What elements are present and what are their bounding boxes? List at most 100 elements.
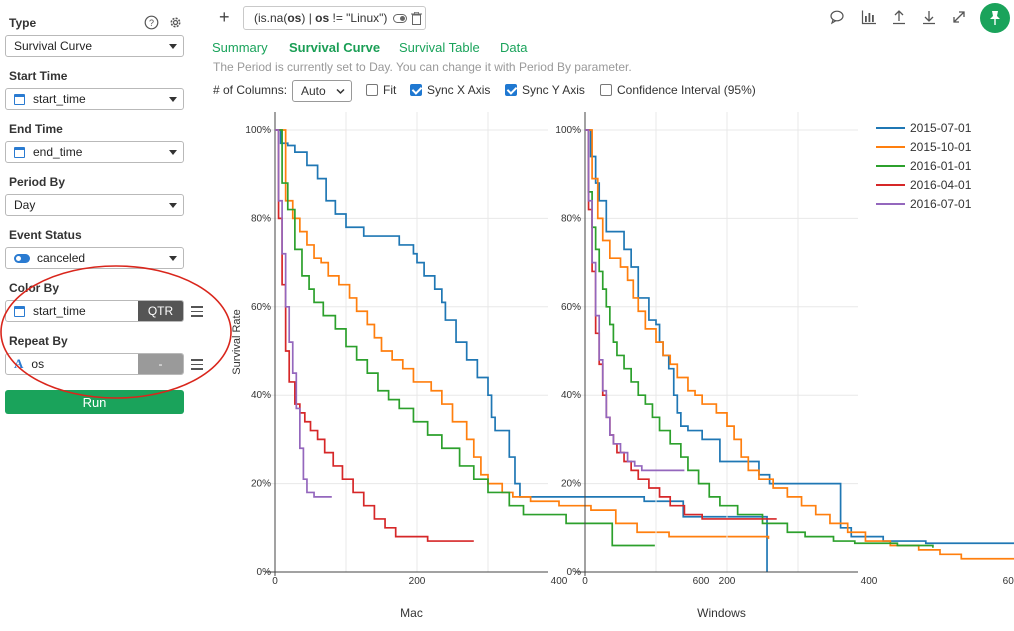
- confidence-interval-checkbox[interactable]: [600, 84, 612, 96]
- gear-icon[interactable]: [168, 15, 183, 30]
- end-time-select[interactable]: end_time: [5, 141, 184, 163]
- series-line: [585, 129, 934, 548]
- legend-label: 2016-04-01: [910, 178, 972, 192]
- sync-x-label: Sync X Axis: [427, 83, 491, 97]
- y-tick-label: 80%: [561, 213, 581, 224]
- columns-label: # of Columns:: [213, 83, 288, 97]
- type-select-value: Survival Curve: [14, 39, 93, 53]
- series-line: [275, 129, 770, 539]
- sync-y-option[interactable]: Sync Y Axis: [505, 83, 585, 97]
- chart-icon[interactable]: [861, 9, 877, 25]
- sync-x-option[interactable]: Sync X Axis: [410, 83, 490, 97]
- fit-checkbox[interactable]: [366, 84, 378, 96]
- x-tick-label: 400: [861, 576, 878, 587]
- confidence-interval-label: Confidence Interval (95%): [617, 83, 756, 97]
- legend-label: 2015-07-01: [910, 121, 972, 135]
- legend-label: 2016-01-01: [910, 159, 972, 173]
- add-filter-icon[interactable]: +: [219, 7, 230, 27]
- y-tick-label: 0%: [567, 567, 582, 578]
- series-line: [585, 129, 685, 472]
- period-by-value: Day: [14, 198, 36, 212]
- tab-survival-table[interactable]: Survival Table: [399, 40, 480, 55]
- legend-label: 2015-10-01: [910, 140, 972, 154]
- sync-y-checkbox[interactable]: [505, 84, 517, 96]
- series-line: [275, 129, 768, 572]
- sync-y-label: Sync Y Axis: [522, 83, 585, 97]
- filter-chip[interactable]: (is.na(os) | os != "Linux"): [243, 6, 426, 30]
- period-by-select[interactable]: Day: [5, 194, 184, 216]
- y-axis-title: Survival Rate: [231, 309, 243, 374]
- chevron-down-icon: [169, 44, 177, 49]
- panel-title: Windows: [697, 606, 746, 620]
- tab-summary[interactable]: Summary: [212, 40, 268, 55]
- period-info-text: The Period is currently set to Day. You …: [213, 60, 632, 74]
- comment-icon[interactable]: [829, 9, 845, 25]
- x-tick-label: 0: [582, 576, 588, 587]
- sidebar: Type ? Survival Curve Start Time start_t…: [0, 0, 232, 631]
- calendar-icon: [14, 93, 25, 105]
- event-status-label: Event Status: [9, 228, 82, 242]
- chevron-down-icon: [336, 88, 345, 95]
- start-time-label: Start Time: [9, 69, 68, 83]
- fit-option[interactable]: Fit: [366, 83, 396, 97]
- type-label: Type: [9, 16, 37, 30]
- x-tick-label: 400: [551, 576, 568, 587]
- chevron-down-icon: [169, 97, 177, 102]
- y-tick-label: 20%: [251, 479, 271, 490]
- series-line: [585, 129, 777, 520]
- help-icon[interactable]: ?: [144, 15, 159, 30]
- sync-x-checkbox[interactable]: [410, 84, 422, 96]
- fit-label: Fit: [383, 83, 397, 97]
- filter-text-suffix: != "Linux"): [329, 11, 388, 25]
- x-tick-label: 600: [1003, 576, 1014, 587]
- series-line: [585, 129, 1014, 545]
- filter-text-mid: ) |: [301, 11, 316, 25]
- expand-icon[interactable]: [951, 9, 967, 25]
- y-tick-label: 60%: [561, 302, 581, 313]
- filter-text-column: os: [315, 11, 330, 25]
- y-tick-label: 60%: [251, 302, 271, 313]
- end-time-label: End Time: [9, 122, 63, 136]
- series-line: [275, 129, 655, 547]
- y-tick-label: 40%: [561, 390, 581, 401]
- event-status-value: canceled: [37, 251, 86, 265]
- tab-survival-curve[interactable]: Survival Curve: [289, 40, 381, 55]
- event-status-select[interactable]: canceled: [5, 247, 184, 269]
- legend-label: 2016-07-01: [910, 197, 972, 211]
- pin-button[interactable]: [980, 3, 1010, 33]
- filter-text-column: os: [287, 11, 302, 25]
- x-tick-label: 0: [272, 576, 278, 587]
- upload-icon[interactable]: [891, 9, 907, 25]
- y-tick-label: 100%: [555, 125, 581, 136]
- x-tick-label: 200: [409, 576, 426, 587]
- download-icon[interactable]: [921, 9, 937, 25]
- series-line: [275, 129, 332, 498]
- y-tick-label: 20%: [561, 479, 581, 490]
- y-tick-label: 100%: [245, 125, 271, 136]
- start-time-value: start_time: [33, 92, 86, 106]
- period-by-label: Period By: [9, 175, 66, 189]
- y-tick-label: 40%: [251, 390, 271, 401]
- type-select[interactable]: Survival Curve: [5, 35, 184, 57]
- x-tick-label: 200: [719, 576, 736, 587]
- pin-icon: [990, 11, 1000, 25]
- tab-data[interactable]: Data: [500, 40, 528, 55]
- columns-select[interactable]: Auto: [292, 80, 352, 102]
- columns-value: Auto: [301, 84, 326, 98]
- chevron-down-icon: [169, 150, 177, 155]
- end-time-value: end_time: [33, 145, 83, 159]
- panel-title: Mac: [400, 606, 423, 620]
- calendar-icon: [14, 146, 25, 158]
- trash-icon[interactable]: [411, 11, 423, 25]
- start-time-select[interactable]: start_time: [5, 88, 184, 110]
- series-line: [275, 129, 474, 542]
- x-tick-label: 600: [693, 576, 710, 587]
- svg-text:?: ?: [149, 18, 154, 28]
- confidence-interval-option[interactable]: Confidence Interval (95%): [600, 83, 756, 97]
- chevron-down-icon: [169, 256, 177, 261]
- filter-text-prefix: (is.na(: [254, 11, 288, 25]
- toggle-filter-icon[interactable]: [393, 13, 408, 23]
- series-line: [585, 129, 1014, 560]
- chevron-down-icon: [169, 203, 177, 208]
